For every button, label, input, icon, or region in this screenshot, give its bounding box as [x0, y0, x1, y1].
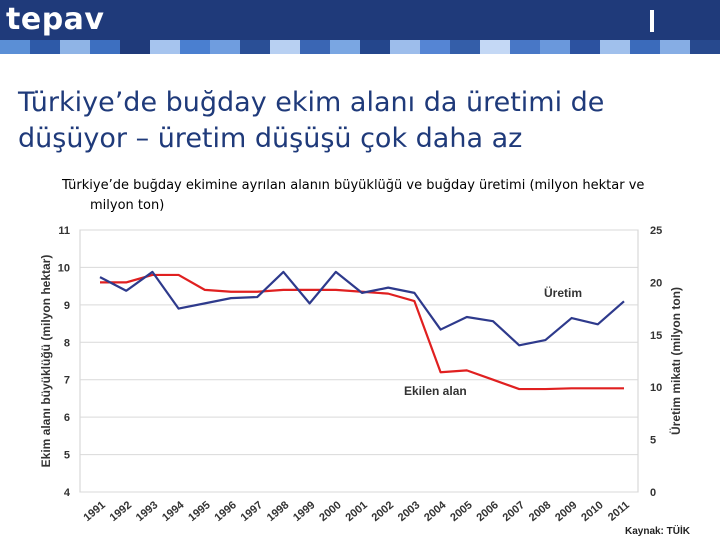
y-right-tick-label: 15: [650, 330, 662, 342]
y-left-tick-label: 5: [64, 450, 70, 462]
plot-area: [79, 229, 639, 493]
y-left-tick-label: 6: [64, 412, 70, 424]
stripe-segment: [30, 40, 60, 54]
stripe-segment: [150, 40, 180, 54]
x-tick-label: 2006: [474, 499, 500, 524]
y-right-tick-label: 20: [650, 277, 662, 289]
x-tick-label: 1993: [134, 499, 160, 524]
stripe-segment: [120, 40, 150, 54]
stripe-segment: [540, 40, 570, 54]
stripe-segment: [630, 40, 660, 54]
stripe-segment: [690, 40, 720, 54]
y-right-axis-label: Üretim mikatı (milyon ton): [668, 287, 683, 435]
y-left-tick-label: 11: [58, 225, 70, 237]
x-tick-label: 1997: [239, 499, 265, 524]
stripe-segment: [240, 40, 270, 54]
y-left-tick-label: 4: [64, 487, 71, 499]
subtitle-line-2: milyon ton): [90, 198, 165, 213]
stripe-segment: [270, 40, 300, 54]
stripe-segment: [330, 40, 360, 54]
chart-subtitle: Türkiye’de buğday ekimine ayrılan alanın…: [62, 176, 702, 216]
x-tick-label: 2009: [553, 499, 579, 524]
y-left-tick-label: 7: [64, 375, 70, 387]
x-tick-label: 1998: [265, 499, 291, 524]
series-label-ekilen: Ekilen alan: [404, 384, 467, 398]
decorative-stripe: [0, 40, 720, 54]
header-bar: tepav: [0, 0, 720, 40]
stripe-segment: [360, 40, 390, 54]
x-tick-label: 2004: [422, 499, 449, 524]
x-tick-label: 2008: [527, 499, 553, 524]
source-label: Kaynak: TÜİK: [624, 526, 690, 537]
stripe-segment: [510, 40, 540, 54]
x-tick-label: 2007: [501, 499, 527, 524]
y-left-axis-label: Ekim alanı büyüklüğü (milyon hektar): [39, 255, 53, 468]
stripe-segment: [420, 40, 450, 54]
tepav-logo: tepav: [6, 2, 105, 37]
stripe-segment: [450, 40, 480, 54]
stripe-segment: [660, 40, 690, 54]
x-tick-label: 1996: [212, 499, 238, 524]
y-right-tick-label: 25: [650, 225, 662, 237]
y-left-tick-label: 8: [64, 337, 70, 349]
y-right-tick-label: 10: [650, 382, 662, 394]
stripe-segment: [210, 40, 240, 54]
y-left-tick-label: 9: [64, 300, 70, 312]
stripe-segment: [390, 40, 420, 54]
x-tick-label: 2005: [448, 499, 474, 524]
stripe-segment: [90, 40, 120, 54]
stripe-segment: [180, 40, 210, 54]
x-tick-label: 1992: [108, 499, 134, 524]
stripe-segment: [480, 40, 510, 54]
stripe-segment: [60, 40, 90, 54]
x-tick-label: 2001: [343, 499, 369, 524]
stripe-segment: [600, 40, 630, 54]
x-tick-label: 2002: [370, 499, 396, 524]
x-tick-label: 2000: [317, 499, 343, 524]
x-tick-label: 1991: [81, 499, 107, 524]
x-tick-label: 2011: [606, 499, 632, 524]
y-right-tick-label: 0: [650, 487, 656, 499]
x-tick-label: 1999: [291, 499, 317, 524]
x-tick-label: 1994: [160, 499, 187, 524]
stripe-segment: [0, 40, 30, 54]
y-left-tick-label: 10: [58, 262, 70, 274]
x-tick-label: 2010: [579, 499, 605, 524]
y-right-tick-label: 5: [650, 435, 656, 447]
stripe-segment: [300, 40, 330, 54]
page-title: Türkiye’de buğday ekim alanı da üretimi …: [18, 87, 605, 154]
header-divider-mark: [650, 10, 654, 32]
x-tick-label: 2003: [396, 499, 422, 524]
series-label-uretim: Üretim: [544, 285, 582, 300]
x-tick-label: 1995: [186, 499, 212, 524]
subtitle-line-1: Türkiye’de buğday ekimine ayrılan alanın…: [62, 178, 645, 193]
stripe-segment: [570, 40, 600, 54]
